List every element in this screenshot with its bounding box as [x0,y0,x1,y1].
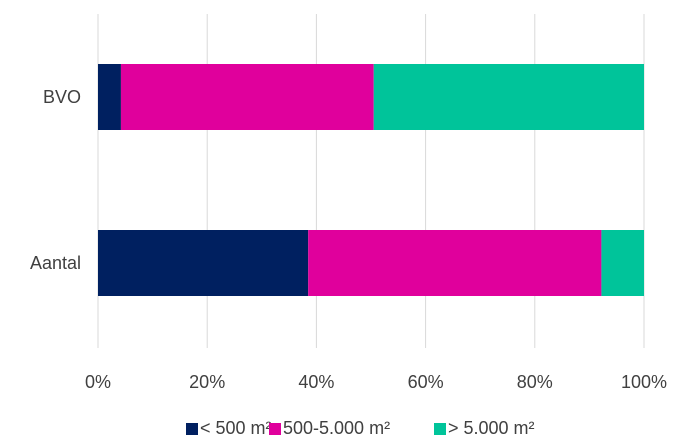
category-label: BVO [43,87,81,107]
x-tick-label: 100% [621,372,667,392]
legend-swatch [269,423,281,435]
legend-item: 500-5.000 m² [269,418,390,438]
legend-label: 500-5.000 m² [283,418,390,438]
bar-segment [98,230,309,296]
legend-label: < 500 m² [200,418,272,438]
x-tick-label: 40% [298,372,334,392]
bar-segment [373,64,644,130]
legend-swatch [186,423,198,435]
x-tick-label: 60% [408,372,444,392]
legend-item: < 500 m² [186,418,272,438]
x-tick-label: 0% [85,372,111,392]
x-tick-label: 80% [517,372,553,392]
x-tick-labels: 0% 20% 40% 60% 80% 100% [85,372,667,392]
bar-segment [601,230,644,296]
legend: < 500 m² 500-5.000 m² > 5.000 m² [186,418,535,438]
bar-segment [98,64,121,130]
category-label: Aantal [30,253,81,273]
legend-item: > 5.000 m² [434,418,535,438]
legend-swatch [434,423,446,435]
bar-segment [308,230,602,296]
x-tick-label: 20% [189,372,225,392]
bars [98,64,644,296]
bar-segment [120,64,374,130]
category-labels: BVO Aantal [30,87,81,273]
legend-label: > 5.000 m² [448,418,535,438]
